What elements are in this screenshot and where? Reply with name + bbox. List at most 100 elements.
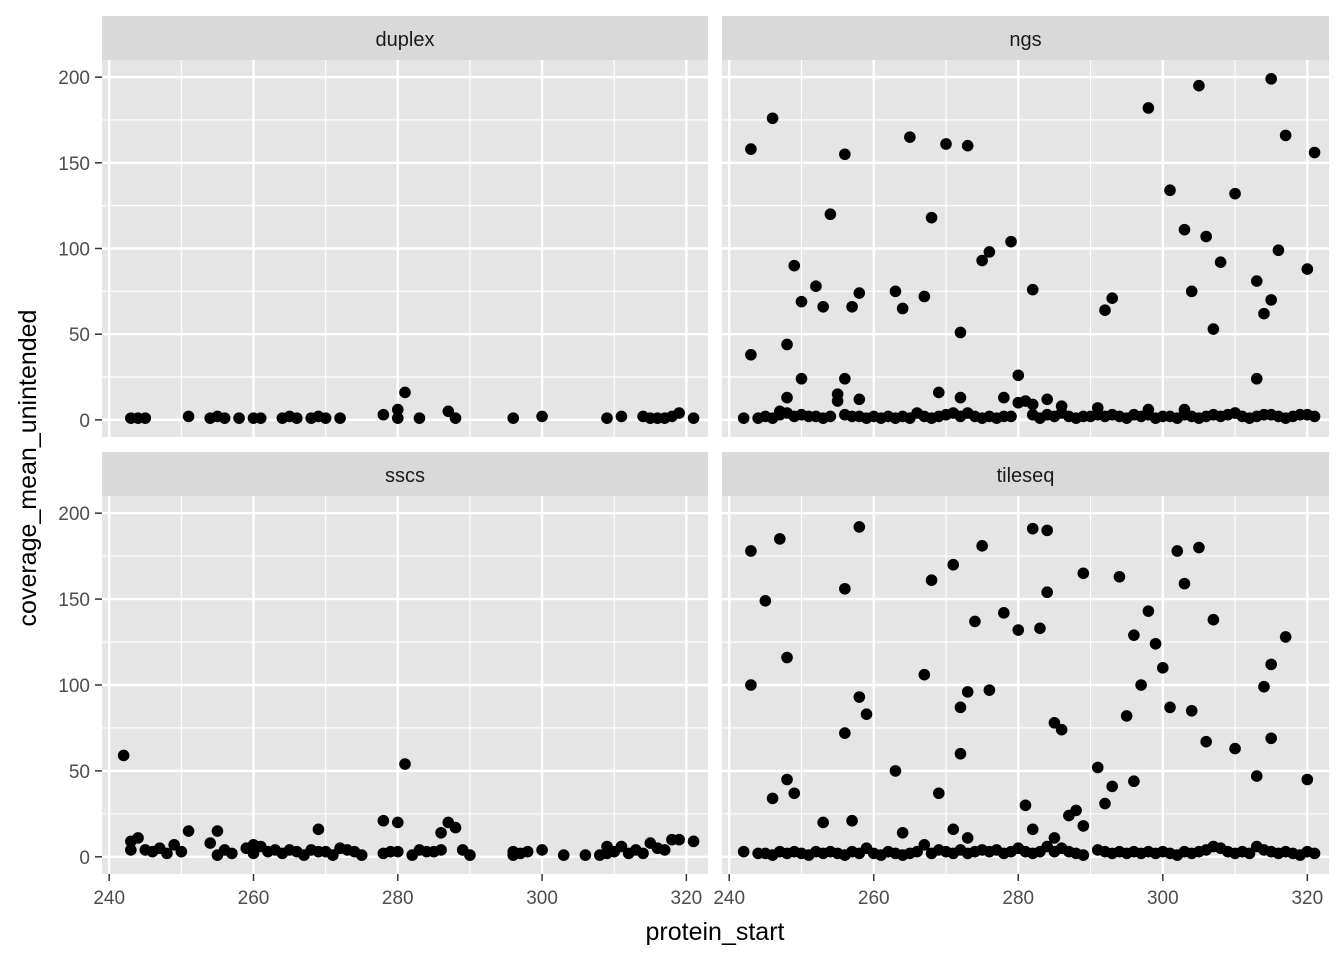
- data-point: [449, 821, 462, 834]
- data-point: [1012, 624, 1025, 636]
- data-point: [391, 412, 404, 424]
- facet-panel-sscs: sscs 0 50 100 150 200 240 260 280 300 320: [58, 452, 708, 909]
- facet-strip-label: duplex: [376, 29, 435, 51]
- data-point: [1250, 770, 1263, 782]
- y-tick-label: 200: [58, 68, 90, 89]
- data-point: [1308, 410, 1321, 423]
- facet-strip-label: ngs: [1009, 29, 1041, 51]
- data-point: [1265, 294, 1277, 306]
- data-point: [911, 845, 923, 858]
- data-point: [312, 823, 325, 836]
- data-point: [377, 814, 390, 827]
- facet-strip: [102, 452, 708, 496]
- y-tick-label: 50: [69, 762, 90, 783]
- data-point: [954, 391, 967, 404]
- data-point: [399, 758, 411, 770]
- data-point: [774, 533, 786, 545]
- x-axis-title: protein_start: [646, 918, 785, 946]
- data-point: [1164, 184, 1176, 197]
- data-point: [781, 391, 793, 404]
- data-point: [464, 849, 476, 861]
- data-point: [1106, 780, 1119, 793]
- data-point: [1250, 275, 1263, 287]
- data-point: [319, 412, 332, 424]
- data-point: [132, 832, 144, 844]
- data-point: [687, 835, 700, 848]
- data-point: [1048, 717, 1061, 729]
- data-point: [615, 410, 628, 423]
- data-point: [817, 816, 829, 829]
- data-point: [687, 412, 700, 424]
- data-point: [1149, 637, 1162, 650]
- data-point: [1258, 680, 1270, 693]
- data-point: [1005, 235, 1017, 248]
- facet-strip: [722, 452, 1329, 496]
- data-point: [1070, 804, 1082, 817]
- data-point: [601, 412, 613, 424]
- y-axis-title: coverage_mean_unintended: [14, 310, 42, 627]
- data-point: [839, 372, 851, 385]
- data-point: [1193, 79, 1205, 92]
- data-point: [1229, 187, 1241, 200]
- data-point: [1250, 372, 1263, 385]
- data-point: [817, 300, 829, 313]
- data-point: [795, 295, 808, 308]
- data-point: [947, 823, 960, 836]
- data-point: [766, 112, 779, 125]
- data-point: [290, 412, 303, 424]
- data-point: [781, 651, 793, 664]
- data-point: [795, 372, 808, 385]
- data-point: [579, 849, 592, 861]
- facet-strip: [102, 16, 708, 60]
- data-point: [673, 833, 685, 846]
- data-point: [846, 814, 858, 827]
- data-point: [998, 607, 1010, 619]
- y-tick-label: 150: [58, 154, 90, 175]
- data-point: [1128, 629, 1140, 641]
- data-point: [1077, 567, 1090, 580]
- data-point: [759, 595, 772, 607]
- data-point: [399, 386, 411, 399]
- data-point: [1113, 570, 1126, 583]
- data-point: [1308, 146, 1321, 159]
- data-point: [1272, 244, 1285, 257]
- data-point: [1077, 820, 1090, 832]
- data-point: [521, 845, 534, 858]
- data-point: [839, 727, 851, 739]
- data-point: [442, 405, 455, 418]
- data-point: [853, 393, 866, 406]
- data-point: [1207, 613, 1220, 626]
- data-point: [904, 131, 916, 143]
- data-point: [961, 832, 974, 844]
- data-point: [745, 143, 757, 155]
- data-point: [334, 412, 346, 424]
- data-point: [839, 582, 851, 595]
- data-point: [766, 792, 779, 805]
- data-point: [1279, 129, 1292, 142]
- data-point: [211, 825, 224, 837]
- data-point: [254, 412, 267, 424]
- data-point: [1077, 849, 1090, 861]
- data-point: [1026, 522, 1039, 535]
- data-point: [391, 816, 404, 829]
- data-point: [1055, 723, 1068, 736]
- data-point: [745, 679, 757, 691]
- x-tick-label: 280: [1002, 888, 1034, 909]
- data-point: [961, 686, 974, 698]
- data-point: [1265, 73, 1277, 85]
- data-point: [781, 338, 793, 351]
- data-point: [1026, 283, 1039, 296]
- data-point: [1019, 799, 1032, 812]
- data-point: [853, 521, 866, 533]
- data-point: [896, 826, 909, 839]
- data-point: [1178, 223, 1191, 236]
- x-tick-label: 300: [526, 888, 558, 909]
- data-point: [182, 825, 195, 837]
- data-point: [1005, 410, 1017, 423]
- data-point: [860, 708, 873, 721]
- data-point: [1301, 263, 1314, 275]
- data-point: [1135, 679, 1147, 691]
- data-point: [737, 412, 750, 424]
- data-point: [918, 838, 931, 851]
